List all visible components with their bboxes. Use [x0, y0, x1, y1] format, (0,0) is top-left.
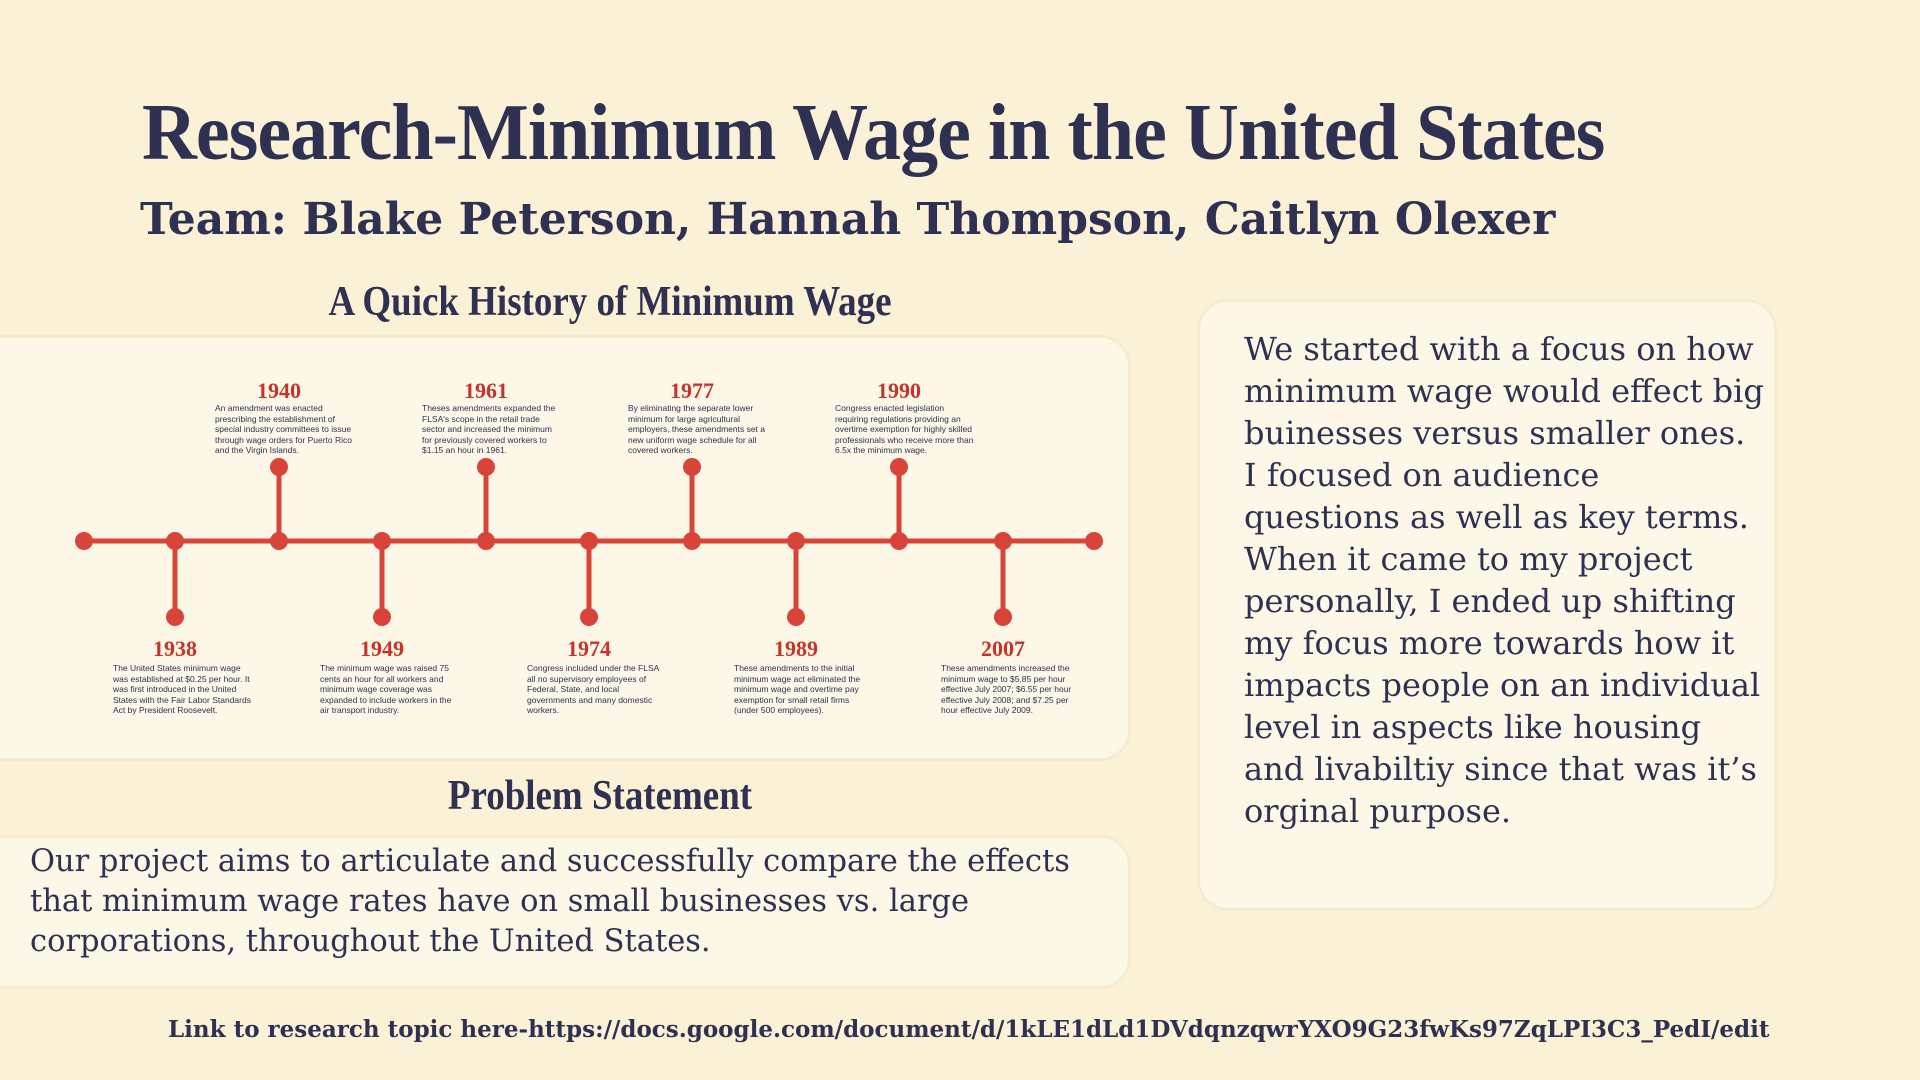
page-title: Research-Minimum Wage in the United Stat…: [142, 89, 1605, 177]
timeline-node-1940: [270, 532, 288, 550]
timeline-end-dot-left: [75, 532, 93, 550]
timeline-node-2007: [994, 532, 1012, 550]
timeline-marker-1989: [787, 608, 805, 626]
event-year-1974: 1974: [567, 636, 611, 661]
event-year-1938: 1938: [153, 636, 197, 661]
timeline-node-1990: [890, 532, 908, 550]
problem-statement-panel: [0, 838, 1128, 986]
event-year-1940: 1940: [257, 378, 301, 403]
project-focus-panel: [1200, 302, 1774, 908]
team-names: Team: Blake Peterson, Hannah Thompson, C…: [140, 194, 1556, 245]
timeline-marker-1990: [890, 458, 908, 476]
timeline-node-1974: [580, 532, 598, 550]
event-year-1989: 1989: [774, 636, 818, 661]
timeline-panel: [0, 338, 1128, 758]
timeline-marker-1974: [580, 608, 598, 626]
timeline-marker-1961: [477, 458, 495, 476]
project-focus-text: We started with a focus on how minimum w…: [1244, 330, 1764, 830]
event-desc-1974: Congress included under the FLSA all no …: [527, 663, 659, 715]
history-heading: A Quick History of Minimum Wage: [328, 279, 892, 325]
timeline-marker-1977: [683, 458, 701, 476]
timeline-end-dot-right: [1085, 532, 1103, 550]
event-desc-1990: Congress enacted legislation requiring r…: [835, 403, 974, 455]
problem-statement-heading: Problem Statement: [447, 773, 753, 819]
event-desc-1938: The United States minimum wage was estab…: [113, 663, 251, 715]
research-link-text: Link to research topic here-https://docs…: [168, 1016, 1770, 1043]
event-desc-1977: By eliminating the separate lower minimu…: [628, 403, 766, 455]
timeline-marker-1940: [270, 458, 288, 476]
event-desc-2007: These amendments increased the minimum w…: [941, 663, 1072, 715]
event-desc-1961: Theses amendments expanded the FLSA's sc…: [422, 403, 556, 455]
event-year-1961: 1961: [464, 378, 508, 403]
timeline-node-1977: [683, 532, 701, 550]
timeline-marker-1938: [166, 608, 184, 626]
timeline-node-1949: [373, 532, 391, 550]
event-year-1977: 1977: [670, 378, 714, 403]
problem-statement-text: Our project aims to articulate and succe…: [30, 844, 1070, 959]
event-year-1949: 1949: [360, 636, 404, 661]
event-desc-1949: The minimum wage was raised 75 cents an …: [320, 663, 452, 715]
timeline-marker-1949: [373, 608, 391, 626]
event-desc-1989: These amendments to the initial minimum …: [734, 663, 861, 715]
timeline-node-1938: [166, 532, 184, 550]
timeline-node-1961: [477, 532, 495, 550]
timeline-marker-2007: [994, 608, 1012, 626]
timeline-node-1989: [787, 532, 805, 550]
event-desc-1940: An amendment was enacted prescribing the…: [215, 403, 353, 455]
event-year-2007: 2007: [981, 636, 1025, 661]
event-year-1990: 1990: [877, 378, 921, 403]
